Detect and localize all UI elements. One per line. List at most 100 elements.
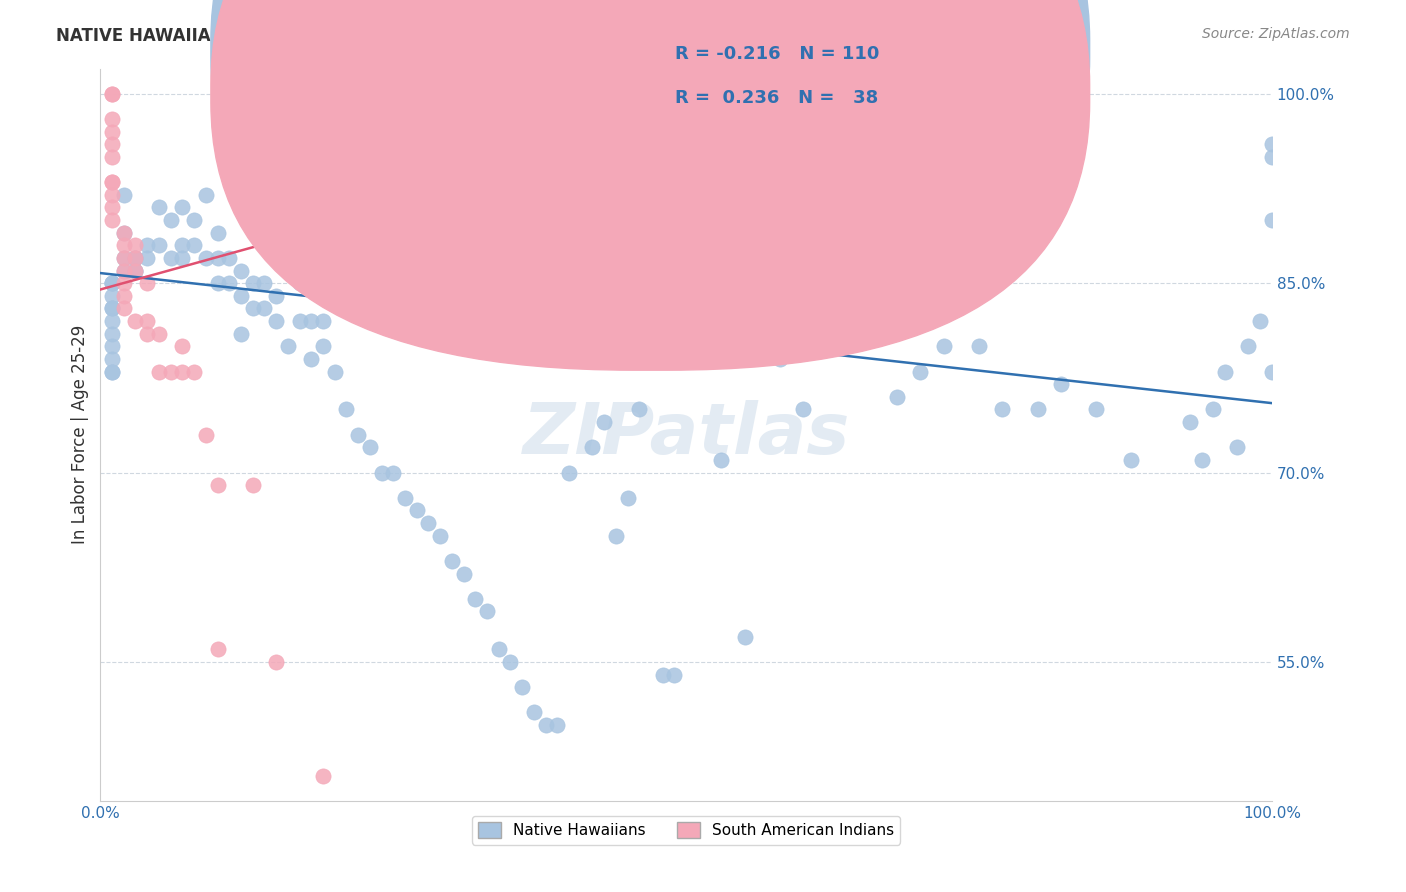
- Point: [136, 314, 159, 328]
- Point: [136, 251, 159, 265]
- Point: [101, 301, 124, 316]
- Point: [1202, 402, 1225, 417]
- Point: [124, 263, 146, 277]
- Point: [148, 326, 170, 341]
- Point: [616, 491, 638, 505]
- Point: [148, 201, 170, 215]
- Point: [675, 263, 697, 277]
- Point: [769, 351, 792, 366]
- Point: [172, 238, 194, 252]
- Point: [440, 554, 463, 568]
- Point: [101, 365, 124, 379]
- Point: [253, 301, 276, 316]
- Point: [136, 326, 159, 341]
- Point: [101, 301, 124, 316]
- Point: [429, 529, 451, 543]
- Text: ZIPatlas: ZIPatlas: [523, 401, 849, 469]
- Point: [194, 187, 217, 202]
- Point: [1178, 415, 1201, 429]
- Point: [264, 289, 287, 303]
- Point: [242, 478, 264, 492]
- Point: [1226, 440, 1249, 454]
- Point: [534, 718, 557, 732]
- Point: [101, 326, 124, 341]
- Point: [488, 642, 510, 657]
- Point: [101, 365, 124, 379]
- Point: [464, 591, 486, 606]
- Point: [172, 251, 194, 265]
- Point: [1085, 402, 1108, 417]
- Point: [159, 213, 181, 227]
- Point: [136, 276, 159, 290]
- Point: [124, 263, 146, 277]
- Point: [312, 769, 335, 783]
- Point: [218, 251, 240, 265]
- Point: [124, 251, 146, 265]
- Point: [558, 466, 581, 480]
- Point: [112, 251, 135, 265]
- Point: [101, 276, 124, 290]
- Point: [101, 201, 124, 215]
- Y-axis label: In Labor Force | Age 25-29: In Labor Force | Age 25-29: [72, 325, 89, 544]
- Point: [499, 655, 522, 669]
- Point: [101, 175, 124, 189]
- Point: [101, 276, 124, 290]
- Point: [299, 351, 322, 366]
- Point: [277, 339, 299, 353]
- Point: [475, 605, 498, 619]
- Point: [675, 251, 697, 265]
- Point: [510, 680, 533, 694]
- Point: [312, 339, 335, 353]
- Point: [1026, 402, 1049, 417]
- Point: [112, 226, 135, 240]
- Point: [886, 390, 908, 404]
- Point: [112, 226, 135, 240]
- Point: [253, 276, 276, 290]
- Point: [159, 251, 181, 265]
- Point: [207, 226, 229, 240]
- Text: R =  0.236   N =   38: R = 0.236 N = 38: [675, 89, 879, 107]
- Point: [242, 301, 264, 316]
- Point: [593, 415, 616, 429]
- Point: [101, 213, 124, 227]
- Point: [1050, 377, 1073, 392]
- Point: [207, 642, 229, 657]
- Point: [628, 402, 651, 417]
- Point: [523, 706, 546, 720]
- Point: [827, 276, 849, 290]
- Point: [359, 440, 381, 454]
- Point: [101, 87, 124, 101]
- Point: [148, 238, 170, 252]
- Point: [370, 466, 392, 480]
- Point: [1249, 314, 1271, 328]
- Point: [172, 365, 194, 379]
- Point: [194, 251, 217, 265]
- Point: [264, 655, 287, 669]
- Point: [148, 365, 170, 379]
- Point: [124, 314, 146, 328]
- Point: [112, 301, 135, 316]
- Point: [172, 339, 194, 353]
- Point: [112, 251, 135, 265]
- Point: [347, 427, 370, 442]
- Point: [242, 276, 264, 290]
- Point: [112, 238, 135, 252]
- Point: [1191, 453, 1213, 467]
- Point: [910, 365, 932, 379]
- Point: [288, 276, 311, 290]
- Point: [323, 365, 346, 379]
- Point: [101, 137, 124, 152]
- Point: [581, 440, 603, 454]
- Point: [101, 150, 124, 164]
- Point: [264, 314, 287, 328]
- Point: [605, 529, 627, 543]
- Point: [288, 314, 311, 328]
- Point: [183, 365, 205, 379]
- Point: [124, 251, 146, 265]
- Point: [405, 503, 427, 517]
- Point: [1237, 339, 1260, 353]
- Point: [1261, 365, 1284, 379]
- Point: [159, 365, 181, 379]
- Point: [112, 289, 135, 303]
- Point: [101, 339, 124, 353]
